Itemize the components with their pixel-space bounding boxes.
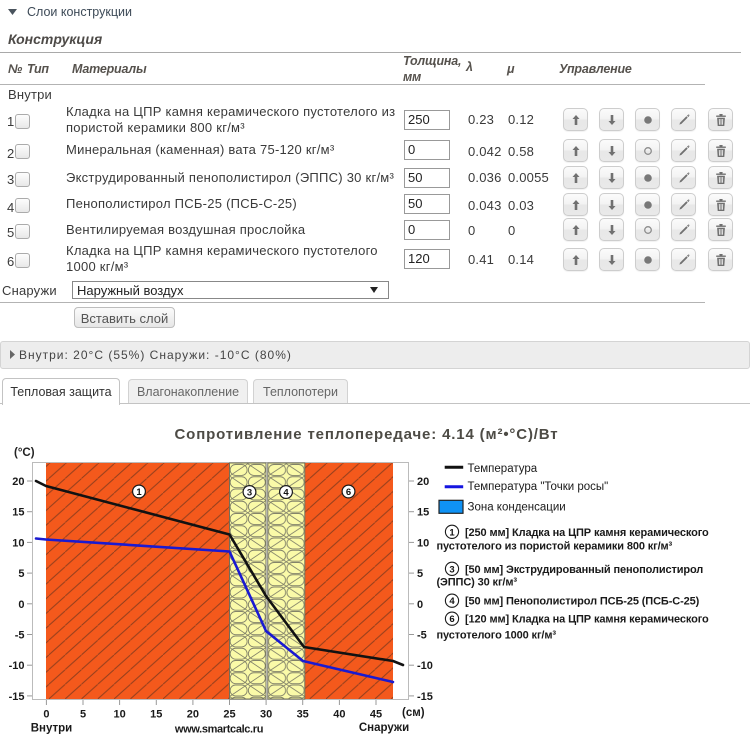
svg-text:-5: -5 (15, 630, 25, 642)
svg-text:пустотелого 1000 кг/м³: пустотелого 1000 кг/м³ (437, 629, 557, 641)
svg-text:20: 20 (12, 476, 24, 488)
svg-text:20: 20 (187, 709, 199, 721)
svg-text:10: 10 (417, 537, 429, 549)
svg-text:30: 30 (260, 709, 272, 721)
svg-text:35: 35 (297, 709, 309, 721)
svg-text:Внутри: Внутри (31, 723, 73, 735)
svg-text:-10: -10 (9, 660, 25, 672)
svg-text:Температура: Температура (468, 463, 538, 475)
svg-text:Снаружи: Снаружи (359, 722, 409, 734)
svg-text:Зона конденсации: Зона конденсации (468, 502, 566, 514)
svg-text:[50 мм] Пенополистирол ПСБ-25: [50 мм] Пенополистирол ПСБ-25 (ПСБ-С-25) (465, 596, 700, 608)
svg-text:[250 мм] Кладка на ЦПР камня к: [250 мм] Кладка на ЦПР камня керамическо… (465, 527, 709, 539)
svg-text:6: 6 (346, 487, 351, 498)
svg-text:[120 мм] Кладка на ЦПР камня к: [120 мм] Кладка на ЦПР камня керамическо… (465, 614, 709, 626)
svg-text:5: 5 (417, 568, 423, 580)
svg-text:25: 25 (223, 709, 235, 721)
svg-text:6: 6 (449, 614, 454, 625)
svg-text:15: 15 (417, 507, 429, 519)
svg-text:-15: -15 (417, 691, 433, 703)
svg-text:Сопротивление теплопередаче: 4: Сопротивление теплопередаче: 4.14 (м²•°С… (175, 426, 559, 443)
svg-text:10: 10 (113, 709, 125, 721)
svg-text:5: 5 (80, 709, 86, 721)
svg-text:-10: -10 (417, 660, 433, 672)
svg-text:40: 40 (333, 709, 345, 721)
svg-text:[50 мм] Экструдированный пеноп: [50 мм] Экструдированный пенополистирол (465, 564, 703, 576)
svg-text:5: 5 (18, 568, 24, 580)
svg-text:1: 1 (136, 487, 142, 498)
svg-text:пустотелого из пористой керами: пустотелого из пористой керамики 800 кг/… (437, 540, 673, 552)
svg-text:Температура "Точки росы": Температура "Точки росы" (468, 481, 609, 493)
svg-text:45: 45 (370, 709, 382, 721)
svg-text:1: 1 (449, 527, 455, 538)
svg-text:(°C): (°C) (14, 447, 35, 459)
svg-text:-5: -5 (417, 630, 427, 642)
svg-text:-15: -15 (9, 691, 25, 703)
svg-text:(см): (см) (402, 707, 425, 719)
svg-text:www.smartcalc.ru: www.smartcalc.ru (174, 724, 263, 736)
svg-text:15: 15 (12, 507, 24, 519)
svg-text:15: 15 (150, 709, 162, 721)
svg-text:4: 4 (449, 596, 455, 607)
svg-text:3: 3 (247, 487, 252, 498)
svg-text:0: 0 (43, 709, 49, 721)
svg-text:10: 10 (12, 537, 24, 549)
svg-text:4: 4 (283, 487, 289, 498)
svg-text:3: 3 (449, 564, 454, 575)
svg-text:20: 20 (417, 476, 429, 488)
svg-text:0: 0 (18, 599, 24, 611)
svg-text:(ЭППС) 30 кг/м³: (ЭППС) 30 кг/м³ (437, 577, 518, 589)
svg-text:0: 0 (417, 599, 423, 611)
